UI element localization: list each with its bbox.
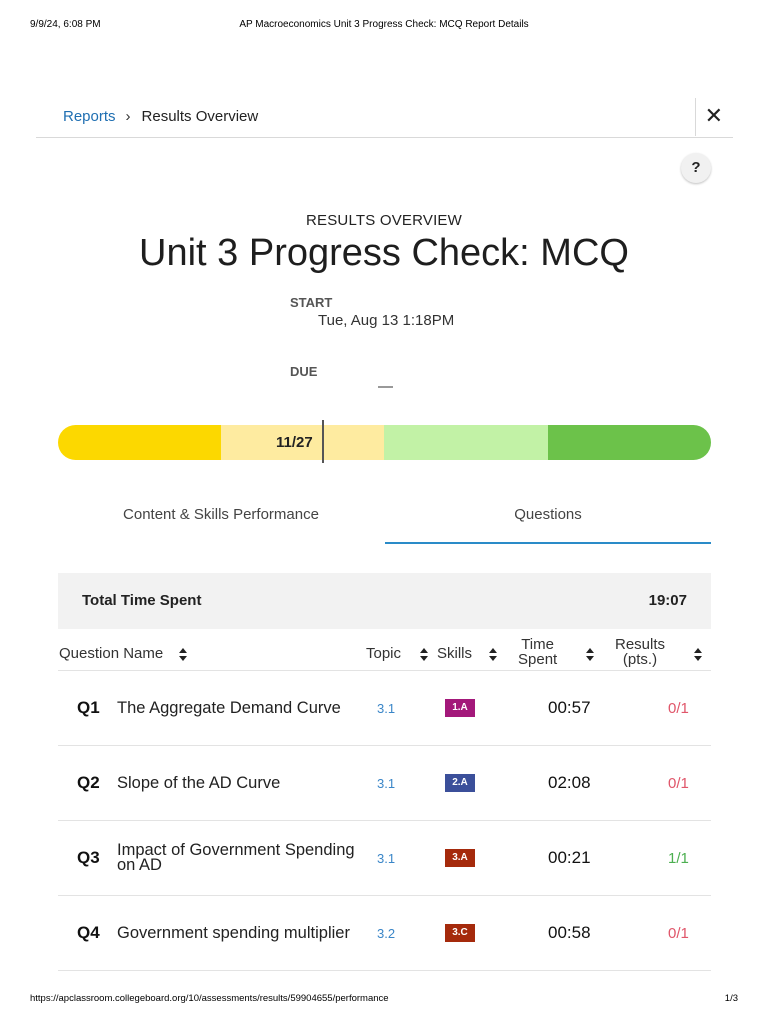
question-topic[interactable]: 3.1 xyxy=(377,850,396,866)
breadcrumb-reports-link[interactable]: Reports xyxy=(63,108,116,125)
table-row[interactable]: Q2 Slope of the AD Curve 3.1 2.A 02:08 0… xyxy=(58,746,711,821)
column-label-time-line1: Time xyxy=(521,636,554,653)
question-number: Q4 xyxy=(77,923,100,942)
score-band-1 xyxy=(58,425,221,460)
column-label-skills: Skills xyxy=(437,645,473,662)
question-result: 0/1 xyxy=(668,774,689,792)
question-time: 00:21 xyxy=(548,848,591,867)
question-time: 00:58 xyxy=(548,923,591,942)
question-number: Q1 xyxy=(77,698,100,717)
sort-icon[interactable] xyxy=(179,648,187,662)
score-bar xyxy=(58,425,711,460)
question-name[interactable]: The Aggregate Demand Curve xyxy=(117,698,341,717)
questions-table: Q1 The Aggregate Demand Curve 3.1 1.A 00… xyxy=(58,671,711,971)
start-label: START xyxy=(290,295,333,310)
question-topic[interactable]: 3.2 xyxy=(377,925,396,941)
skill-badge: 3.C xyxy=(445,924,475,942)
question-time: 02:08 xyxy=(548,773,591,792)
top-bar: Reports › Results Overview ✕ xyxy=(36,98,733,138)
print-page-number: 1/3 xyxy=(724,993,738,1004)
question-time: 00:57 xyxy=(548,698,591,717)
column-header-skills[interactable]: Skills xyxy=(437,645,472,662)
total-time-row: Total Time Spent 19:07 xyxy=(58,573,711,629)
question-number: Q2 xyxy=(77,773,100,792)
column-header-topic[interactable]: Topic xyxy=(366,645,401,662)
chevron-right-icon: › xyxy=(125,108,131,125)
column-header-results[interactable]: Results (pts.) xyxy=(615,637,665,667)
due-value: — xyxy=(378,378,393,395)
close-icon[interactable]: ✕ xyxy=(704,103,723,128)
skill-badge: 1.A xyxy=(445,699,475,717)
score-band-2 xyxy=(221,425,384,460)
score-band-4 xyxy=(548,425,711,460)
print-date: 9/9/24, 6:08 PM xyxy=(30,19,101,30)
question-name[interactable]: Slope of the AD Curve xyxy=(117,773,281,792)
sort-icon[interactable] xyxy=(694,648,702,662)
overview-label: RESULTS OVERVIEW xyxy=(305,212,462,229)
question-result: 0/1 xyxy=(668,699,689,717)
table-row[interactable]: Q3 Impact of Government Spending on AD 3… xyxy=(58,821,711,896)
tab-questions[interactable]: Questions xyxy=(385,497,711,544)
question-result: 0/1 xyxy=(668,924,689,942)
table-row[interactable]: Q1 The Aggregate Demand Curve 3.1 1.A 00… xyxy=(58,671,711,746)
question-result: 1/1 xyxy=(668,849,689,867)
start-value: Tue, Aug 13 1:18PM xyxy=(318,312,455,329)
print-url: https://apclassroom.collegeboard.org/10/… xyxy=(30,993,389,1004)
skill-badge: 2.A xyxy=(445,774,475,792)
column-label-results-line1: Results xyxy=(615,636,666,653)
score-text: 11/27 xyxy=(276,434,313,451)
table-header: Question Name Topic Skills Time Spent Re… xyxy=(58,630,711,671)
due-label: DUE xyxy=(290,364,318,379)
column-label-question-name: Question Name xyxy=(59,645,164,662)
tabs: Content & Skills Performance Questions xyxy=(58,497,711,544)
print-title: AP Macroeconomics Unit 3 Progress Check:… xyxy=(239,19,529,30)
column-label-time-line2: Spent xyxy=(518,651,558,668)
total-time-value: 19:07 xyxy=(648,592,687,609)
skill-badge: 3.A xyxy=(445,849,475,867)
table-row[interactable]: Q4 Government spending multiplier 3.2 3.… xyxy=(58,896,711,971)
print-footer: https://apclassroom.collegeboard.org/10/… xyxy=(0,993,768,1007)
question-topic[interactable]: 3.1 xyxy=(377,775,396,791)
score-marker xyxy=(322,420,324,463)
column-label-results-line2: (pts.) xyxy=(622,651,658,668)
breadcrumb-current: Results Overview xyxy=(141,108,259,125)
help-button[interactable]: ? xyxy=(681,153,711,183)
total-time-label: Total Time Spent xyxy=(82,592,202,609)
column-label-topic: Topic xyxy=(366,645,402,662)
question-topic[interactable]: 3.1 xyxy=(377,700,396,716)
print-header: 9/9/24, 6:08 PM AP Macroeconomics Unit 3… xyxy=(0,19,768,33)
sort-icon[interactable] xyxy=(489,648,497,662)
breadcrumb: Reports › Results Overview xyxy=(63,108,258,125)
question-name[interactable]: Government spending multiplier xyxy=(117,923,350,942)
column-header-question-name[interactable]: Question Name xyxy=(59,645,163,662)
tab-content-skills[interactable]: Content & Skills Performance xyxy=(123,506,319,523)
question-name[interactable]: Impact of Government Spending on AD xyxy=(117,841,355,874)
column-header-time-spent[interactable]: Time Spent xyxy=(518,637,557,667)
sort-icon[interactable] xyxy=(420,648,428,662)
page-title: Unit 3 Progress Check: MCQ xyxy=(139,232,629,274)
close-area: ✕ xyxy=(695,98,733,136)
question-number: Q3 xyxy=(77,848,100,867)
score-band-3 xyxy=(384,425,548,460)
sort-icon[interactable] xyxy=(586,648,594,662)
